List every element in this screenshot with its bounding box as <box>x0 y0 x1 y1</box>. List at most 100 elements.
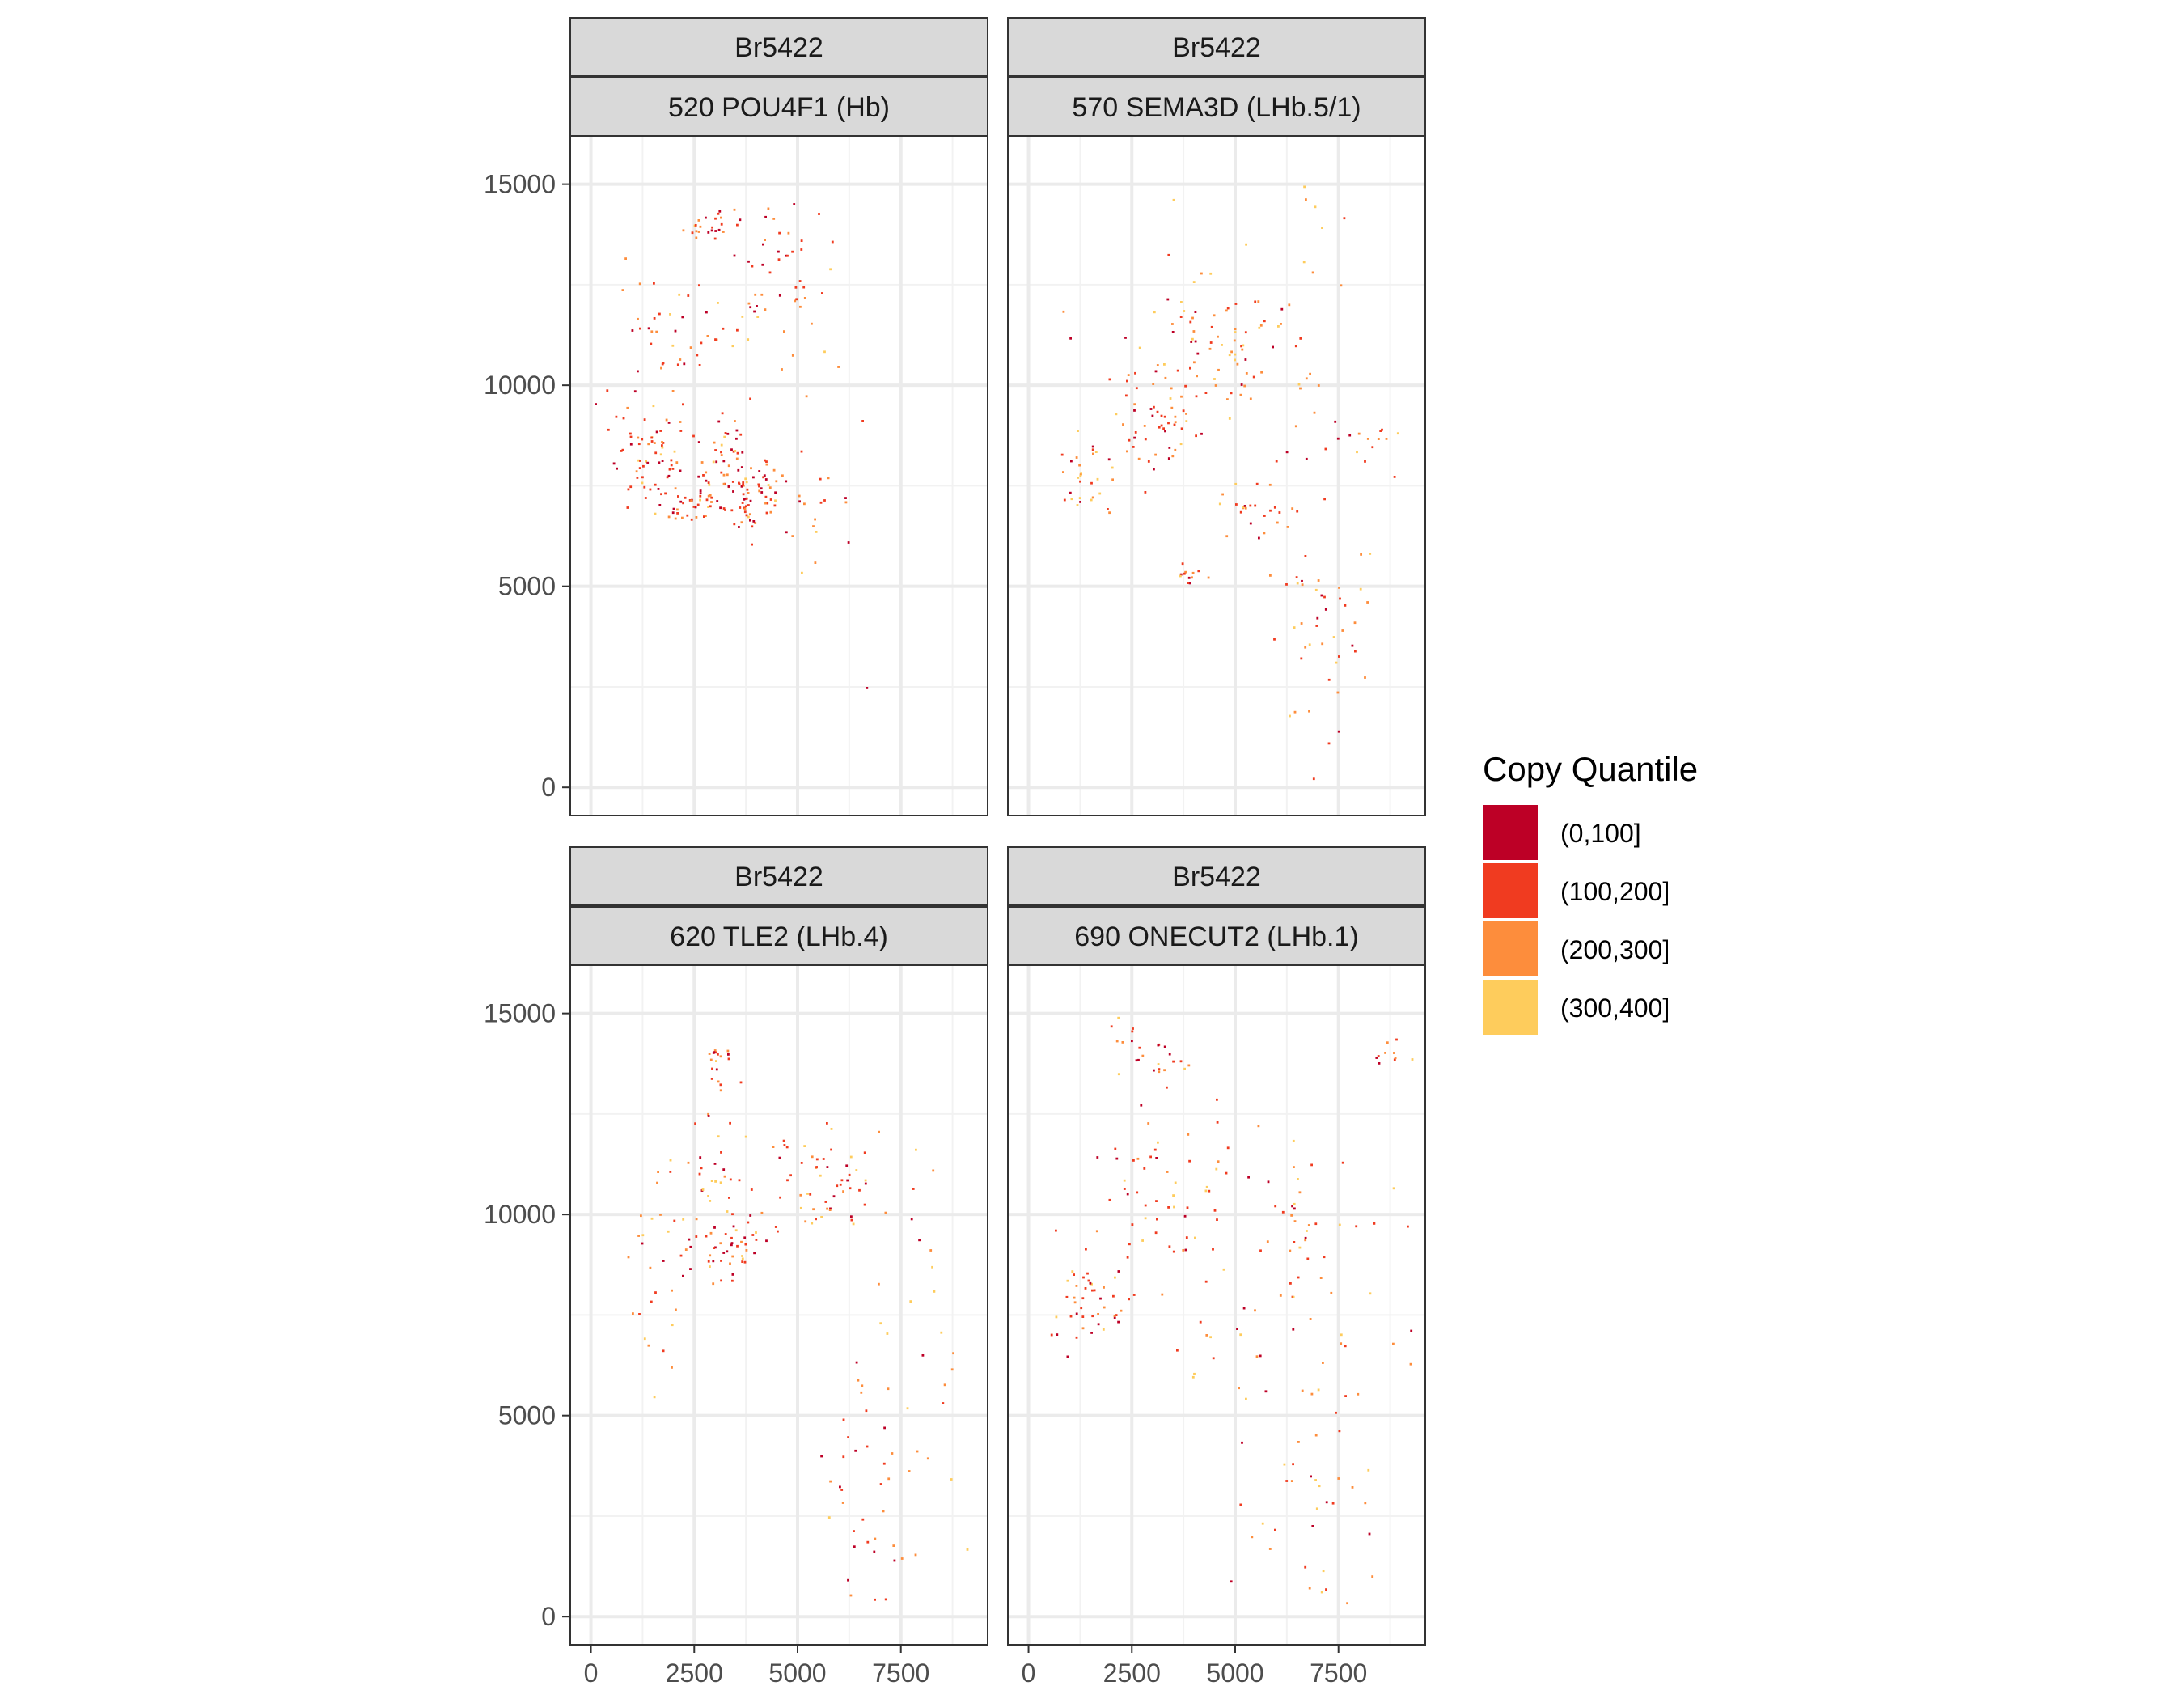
legend-key-label: (100,200] <box>1560 877 1670 906</box>
panel-background <box>1008 136 1425 815</box>
data-point <box>1193 1372 1196 1375</box>
points-layer <box>595 203 869 689</box>
panel-border <box>569 135 988 816</box>
data-point <box>727 1057 730 1061</box>
data-point <box>1069 491 1072 494</box>
data-point <box>637 436 640 439</box>
data-point <box>1244 331 1247 334</box>
data-point <box>798 500 801 503</box>
data-point <box>626 406 629 409</box>
data-point <box>638 1313 641 1315</box>
data-point <box>720 1151 722 1154</box>
data-point <box>667 515 671 519</box>
data-point <box>1254 300 1257 303</box>
data-point <box>637 317 639 320</box>
data-point <box>1263 515 1266 517</box>
data-point <box>1314 205 1317 209</box>
data-point <box>747 1221 750 1224</box>
data-point <box>637 370 639 373</box>
data-point <box>1170 406 1174 409</box>
data-point <box>709 1200 712 1202</box>
data-point <box>1296 582 1299 585</box>
data-point <box>866 1540 870 1544</box>
data-point <box>1310 1163 1313 1167</box>
data-point <box>1226 398 1229 400</box>
data-point <box>1171 331 1175 333</box>
data-point <box>1128 1298 1130 1301</box>
data-point <box>682 229 685 232</box>
data-point <box>854 1449 857 1452</box>
data-point <box>1293 1220 1297 1222</box>
data-point <box>794 286 798 289</box>
data-point <box>1392 1342 1395 1345</box>
data-point <box>720 1279 722 1282</box>
data-point <box>720 454 723 456</box>
data-point <box>652 405 655 408</box>
data-point <box>1153 405 1155 409</box>
data-point <box>1179 316 1183 318</box>
data-point <box>863 1203 866 1206</box>
data-point <box>615 415 618 418</box>
data-point <box>912 1188 915 1190</box>
data-point <box>1173 423 1176 426</box>
data-point <box>684 1248 688 1251</box>
data-point <box>644 497 647 499</box>
data-point <box>643 485 646 489</box>
data-point <box>1331 1502 1335 1505</box>
data-point <box>1268 1548 1272 1550</box>
data-point <box>709 1254 712 1257</box>
data-point <box>1313 411 1316 414</box>
data-point <box>667 474 671 477</box>
data-point <box>694 1122 696 1125</box>
data-point <box>791 354 794 357</box>
data-point <box>1172 1060 1175 1063</box>
data-point <box>1323 595 1326 599</box>
data-point <box>607 428 610 431</box>
data-point <box>726 1250 729 1253</box>
data-point <box>1308 643 1311 646</box>
data-point <box>1293 1241 1296 1243</box>
data-point <box>707 1195 709 1197</box>
data-point <box>1135 1059 1138 1062</box>
data-point <box>694 224 697 227</box>
data-point <box>1300 622 1303 625</box>
data-point <box>1378 1062 1381 1065</box>
data-point <box>1393 1052 1395 1054</box>
data-point <box>689 1245 692 1248</box>
data-point <box>826 1166 829 1168</box>
y-tick-label: 5000 <box>498 572 556 601</box>
data-point <box>730 509 734 512</box>
data-point <box>743 1260 747 1264</box>
data-point <box>723 435 726 438</box>
data-point <box>1285 451 1289 454</box>
data-point <box>785 1146 789 1149</box>
data-point <box>1091 448 1094 451</box>
panel-background <box>1008 965 1425 1645</box>
data-point <box>1103 1306 1106 1309</box>
data-point <box>800 1162 803 1164</box>
data-point <box>699 225 702 228</box>
data-point <box>732 1225 735 1228</box>
data-point <box>1354 650 1357 653</box>
data-point <box>1085 1248 1087 1251</box>
data-point <box>765 511 768 515</box>
data-point <box>1147 460 1150 463</box>
data-point <box>653 1396 656 1399</box>
data-point <box>1235 503 1238 506</box>
data-point <box>669 1159 672 1162</box>
data-point <box>744 1135 747 1138</box>
legend-key-swatch <box>1483 863 1538 918</box>
data-point <box>661 444 663 447</box>
data-point <box>698 1172 701 1176</box>
data-point <box>768 486 772 489</box>
data-point <box>647 443 650 446</box>
data-point <box>1089 1281 1092 1285</box>
data-point <box>1335 661 1338 664</box>
data-point <box>1131 1040 1133 1043</box>
data-point <box>1357 1392 1360 1396</box>
data-point <box>1315 625 1318 627</box>
data-point <box>1213 378 1216 380</box>
data-point <box>639 327 641 330</box>
data-point <box>764 239 766 241</box>
data-point <box>679 469 682 472</box>
